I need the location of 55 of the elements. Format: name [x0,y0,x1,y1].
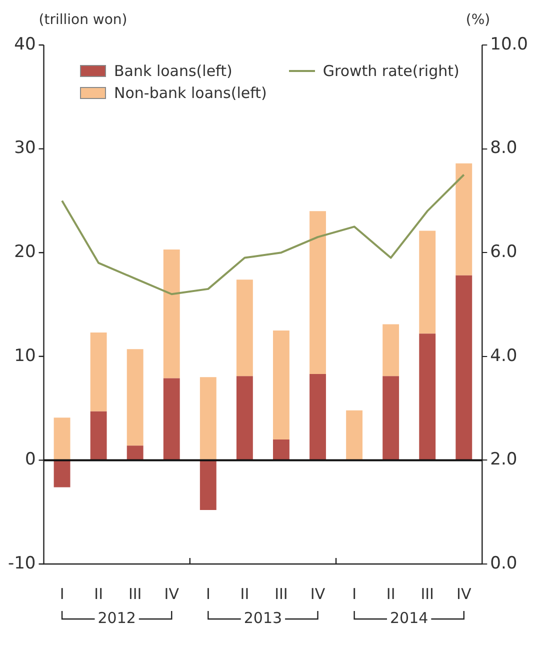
y2-axis-title: (%) [466,12,490,28]
bar [456,275,472,460]
x-tick-label: II [240,584,250,603]
y-tick-label: 0 [24,450,36,470]
legend-label: Growth rate(right) [322,62,460,80]
x-tick-label: I [352,584,357,603]
bar [273,330,290,440]
y2-tick-label: 6.0 [490,242,518,262]
bar [382,324,400,376]
bar [200,460,216,510]
y-tick-label: 40 [14,34,36,54]
x-tick-label: III [128,584,142,603]
bar [456,163,472,276]
bar [419,230,436,334]
bar [273,439,290,460]
bar [236,376,253,460]
bar [54,418,70,460]
y-axis-title: (trillion won) [38,12,128,28]
x-tick-label: IV [164,584,180,603]
x-tick-label: IV [310,584,326,603]
y2-tick-label: 10.0 [490,34,528,54]
text: 2012 [98,608,136,627]
x-tick-label: II [94,584,103,603]
bar [163,249,180,378]
y-tick-label: -10 [8,553,36,574]
bar [382,376,400,460]
bar [200,377,216,460]
bar [126,446,144,460]
bar [163,378,180,460]
y-tick-label: 30 [14,138,36,158]
y2-tick-label: 8.0 [490,138,518,158]
x-tick-label: III [420,584,434,603]
bar [90,411,107,460]
y2-tick-label: 4.0 [490,346,518,366]
bar [90,332,107,412]
bar [236,280,253,376]
bar [310,211,326,374]
bar [310,374,326,460]
bar [126,349,144,446]
legend-label: Non-bank loans(left) [113,84,267,102]
text: 2013 [244,608,282,627]
x-tick-label: I [206,584,210,603]
y-tick-label: 10 [14,346,36,366]
x-tick-label: II [386,584,396,603]
x-tick-label: III [274,584,288,603]
bar [419,334,436,460]
y2-tick-label: 2.0 [490,450,518,470]
text: 2014 [390,608,428,627]
y2-tick-label: 0.0 [490,553,518,574]
y-tick-label: 20 [14,242,36,262]
x-tick-label: I [60,584,64,603]
legend-label: Bank loans(left) [113,62,234,80]
bar [346,410,363,460]
x-tick-label: IV [456,584,472,603]
bar [54,460,70,488]
